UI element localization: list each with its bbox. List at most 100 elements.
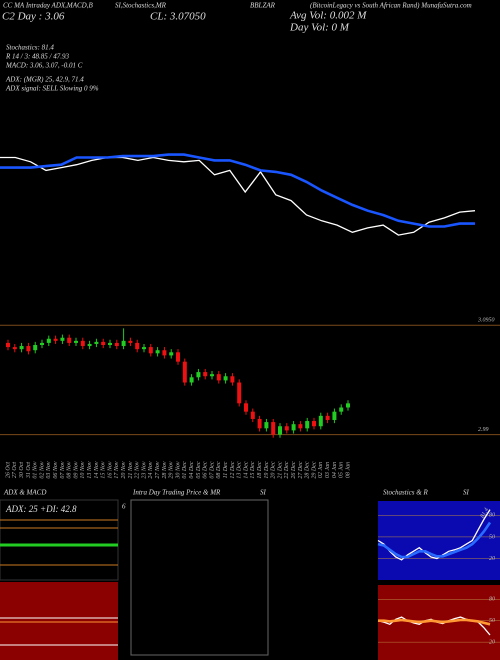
candle-body — [216, 374, 221, 381]
x-tick-label: 19 Dec — [264, 461, 270, 478]
x-tick-label: 05 Jan — [339, 462, 345, 478]
stat-text: MACD: 3.06, 3.07, -0.01 C — [5, 62, 83, 70]
candle-body — [332, 411, 337, 420]
candle-body — [196, 372, 201, 378]
x-tick-label: 31 Oct — [26, 462, 32, 479]
panel-title: SI — [260, 489, 267, 497]
panel-title: SI — [463, 489, 470, 497]
x-tick-label: 13 Nov — [87, 461, 93, 479]
candle-body — [33, 345, 38, 351]
panel-title: ADX & MACD — [3, 489, 46, 497]
series-line — [377, 521, 492, 559]
candle-body — [291, 424, 296, 431]
candle-body — [26, 346, 31, 352]
header-text: BBLZAR — [250, 2, 276, 10]
x-tick-label: 29 Nov — [169, 461, 175, 479]
x-tick-label: 28 Dec — [305, 461, 311, 478]
candle-body — [108, 342, 112, 345]
panel-background — [378, 501, 500, 580]
x-tick-label: 14 Dec — [242, 461, 249, 478]
x-tick-label: 04 Jan — [331, 462, 338, 478]
panel-title: Intra Day Trading Price & MR — [132, 489, 221, 497]
x-tick-label: 24 Nov — [147, 461, 154, 479]
candle-body — [74, 340, 78, 343]
candle-body — [312, 421, 316, 427]
x-tick-label: 17 Nov — [114, 461, 120, 479]
x-tick-label: 08 Jan — [345, 462, 351, 478]
x-tick-label: 22 Nov — [135, 461, 141, 479]
header-text: SI,Stochastics,MR — [115, 2, 167, 10]
candle-body — [223, 376, 228, 381]
x-tick-label: 01 Dec — [182, 461, 188, 478]
x-tick-label: 08 Dec — [216, 461, 222, 478]
candle-body — [67, 337, 72, 343]
candle-body — [101, 341, 106, 345]
x-tick-label: 27 Dec — [298, 461, 304, 478]
candle-body — [237, 382, 242, 404]
x-tick-label: 03 Nov — [46, 461, 52, 479]
candle-body — [203, 372, 208, 377]
x-tick-label: 06 Nov — [53, 461, 59, 479]
candle-body — [169, 352, 174, 356]
x-tick-label: 21 Nov — [128, 461, 134, 479]
x-tick-label: 28 Nov — [162, 461, 168, 479]
x-tick-label: 05 Dec — [196, 461, 202, 478]
candle-body — [162, 350, 167, 356]
candle-body — [305, 421, 310, 429]
candle-body — [155, 350, 160, 354]
x-tick-label: 08 Nov — [67, 461, 73, 479]
avg-volume: Avg Vol: 0.002 M — [289, 10, 367, 22]
x-tick-label: 30 Oct — [19, 462, 25, 479]
candle-body — [121, 340, 126, 347]
candle-body — [244, 403, 248, 412]
candle-body — [148, 347, 153, 354]
candle-body — [189, 377, 194, 383]
x-tick-label: 22 Dec — [284, 461, 290, 478]
x-tick-label: 07 Dec — [209, 461, 215, 478]
stat-text: Stochastics: 81.4 — [6, 44, 54, 52]
candle-body — [346, 403, 350, 408]
x-tick-label: 29 Dec — [311, 461, 317, 478]
candle-body — [40, 342, 44, 345]
candle-body — [6, 342, 10, 348]
candle-body — [94, 341, 99, 344]
close-price: CL: 3.07050 — [150, 11, 206, 23]
candle-body — [128, 340, 133, 343]
candle-body — [278, 426, 282, 435]
x-tick-label: 30 Nov — [175, 461, 181, 480]
series-line — [0, 153, 475, 228]
candle-body — [230, 376, 235, 383]
y-tick-label: 20 — [489, 640, 495, 646]
x-tick-label: 06 Dec — [203, 461, 209, 478]
adx-panel — [0, 499, 119, 581]
y-tick-label: 50 — [489, 618, 495, 624]
y-tick-label: 3.0950 — [477, 318, 495, 324]
x-tick-label: 27 Oct — [12, 462, 18, 478]
candle-body — [87, 343, 92, 347]
day-volume: Day Vol: 0 M — [289, 22, 350, 34]
x-tick-label: 02 Nov — [39, 461, 45, 479]
series-line — [378, 618, 491, 626]
panel-title: Stochastics & R — [383, 489, 428, 497]
x-tick-label: 23 Nov — [141, 461, 147, 479]
x-tick-label: 02 Jan — [318, 462, 324, 478]
x-tick-label: 15 Nov — [101, 461, 107, 479]
x-tick-label: 27 Nov — [155, 461, 161, 479]
candle-body — [182, 361, 187, 383]
series-line — [377, 509, 491, 561]
candle-body — [60, 337, 65, 341]
y-tick-label: 20 — [489, 556, 495, 562]
x-tick-label: 01 Nov — [33, 461, 39, 479]
stat-text: R 14 / 3: 48.85 / 47.93 — [5, 53, 69, 61]
candle-body — [19, 346, 24, 350]
header-text: CC MA Intraday ADX,MACD,B — [3, 2, 93, 10]
candle-body — [257, 418, 262, 429]
candle-body — [318, 415, 323, 427]
adx-label: ADX: 25 +DI: 42.8 — [5, 504, 77, 514]
candle-body — [210, 374, 214, 377]
y-tick-label: 2.99 — [478, 427, 489, 433]
x-tick-label: 18 Dec — [257, 461, 263, 478]
candle-body — [325, 415, 330, 420]
x-tick-label: 20 Dec — [271, 461, 277, 478]
